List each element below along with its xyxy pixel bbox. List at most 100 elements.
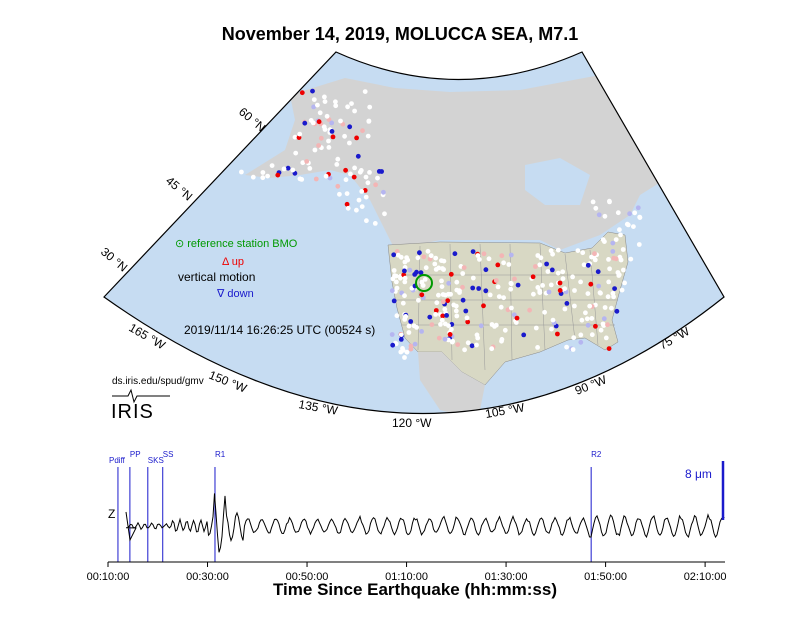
station-dot bbox=[508, 286, 514, 292]
station-dot bbox=[555, 247, 561, 253]
station-dot bbox=[442, 336, 448, 342]
station-dot bbox=[602, 305, 608, 310]
station-dot bbox=[595, 269, 601, 275]
phase-label-pdiff: Pdiff bbox=[109, 456, 126, 465]
station-dot bbox=[593, 323, 598, 329]
station-dot bbox=[598, 290, 603, 296]
station-dot bbox=[560, 276, 566, 282]
station-dot bbox=[308, 118, 314, 123]
station-dot bbox=[462, 347, 467, 353]
station-dot bbox=[390, 276, 396, 282]
station-dot bbox=[592, 251, 597, 257]
station-dot bbox=[421, 254, 427, 260]
station-dot bbox=[587, 303, 593, 309]
station-dot bbox=[603, 335, 609, 341]
station-dot bbox=[499, 338, 504, 344]
station-dot bbox=[389, 332, 395, 337]
station-dot bbox=[606, 257, 611, 262]
station-dot bbox=[605, 322, 610, 328]
station-dot bbox=[509, 305, 514, 311]
station-dot bbox=[433, 308, 439, 313]
lon-label-120: 120 °W bbox=[392, 416, 432, 430]
station-dot bbox=[300, 160, 306, 166]
station-dot bbox=[381, 189, 386, 195]
station-dot bbox=[610, 240, 616, 246]
station-dot bbox=[618, 257, 624, 263]
station-dot bbox=[398, 349, 404, 355]
station-dot bbox=[329, 129, 335, 134]
station-dot bbox=[627, 211, 632, 217]
station-dot bbox=[506, 262, 512, 267]
station-dot bbox=[439, 284, 445, 289]
station-dot bbox=[481, 303, 486, 309]
station-dot bbox=[548, 248, 554, 254]
station-dot bbox=[292, 134, 298, 140]
station-dot bbox=[312, 147, 318, 153]
station-dot bbox=[614, 308, 620, 314]
x-tick-label: 01:30:00 bbox=[485, 571, 528, 583]
station-dot bbox=[477, 257, 482, 262]
station-dot bbox=[544, 261, 549, 267]
station-dot bbox=[570, 274, 575, 280]
iris-logo: IRIS bbox=[111, 388, 170, 423]
station-dot bbox=[470, 275, 476, 281]
station-dot bbox=[469, 343, 475, 349]
station-dot bbox=[366, 118, 372, 124]
station-dot bbox=[589, 332, 595, 338]
station-dot bbox=[465, 319, 471, 325]
land-mexico bbox=[418, 352, 485, 414]
station-dot bbox=[402, 355, 407, 360]
station-dot bbox=[317, 110, 323, 116]
station-dot bbox=[455, 342, 461, 347]
legend-reference: ⊙ reference station BMO bbox=[175, 238, 298, 250]
station-dot bbox=[498, 304, 504, 310]
station-dot bbox=[358, 168, 364, 173]
station-dot bbox=[502, 327, 508, 333]
station-dot bbox=[475, 253, 481, 258]
station-dot bbox=[404, 349, 410, 355]
station-dot bbox=[428, 253, 434, 259]
station-dot bbox=[496, 294, 502, 299]
station-dot bbox=[354, 207, 359, 213]
lat-label-45: 45 °N bbox=[163, 174, 195, 204]
phase-label-r1: R1 bbox=[215, 450, 226, 459]
station-dot bbox=[360, 128, 365, 134]
station-dot bbox=[537, 290, 543, 295]
station-dot bbox=[531, 291, 536, 297]
station-dot bbox=[588, 281, 594, 287]
station-dot bbox=[476, 286, 482, 291]
station-dot bbox=[343, 167, 348, 173]
station-dot bbox=[584, 316, 590, 322]
station-dot bbox=[513, 320, 519, 325]
station-dot bbox=[557, 280, 563, 286]
station-dot bbox=[411, 323, 417, 329]
station-dot bbox=[585, 291, 591, 296]
station-dot bbox=[310, 88, 315, 94]
station-dot bbox=[433, 255, 439, 261]
station-dot bbox=[601, 316, 607, 322]
station-dot bbox=[460, 284, 465, 290]
station-dot bbox=[362, 89, 368, 94]
station-dot bbox=[311, 104, 316, 110]
station-dot bbox=[394, 285, 400, 291]
station-dot bbox=[414, 269, 419, 275]
station-dot bbox=[562, 286, 568, 292]
station-dot bbox=[589, 316, 595, 321]
station-dot bbox=[598, 327, 604, 333]
station-dot bbox=[356, 197, 362, 203]
station-dot bbox=[555, 331, 560, 337]
station-dot bbox=[606, 346, 612, 351]
x-tick-label: 02:10:00 bbox=[684, 571, 727, 583]
station-dot bbox=[550, 317, 556, 323]
station-dot bbox=[549, 267, 555, 273]
station-dot bbox=[354, 135, 359, 141]
station-dot bbox=[427, 314, 433, 320]
station-dot bbox=[501, 295, 506, 301]
station-dot bbox=[408, 319, 414, 324]
station-dot bbox=[548, 282, 554, 288]
station-dot bbox=[326, 138, 331, 144]
station-dot bbox=[367, 170, 372, 175]
station-dot bbox=[408, 346, 414, 352]
phase-label-ss: SS bbox=[163, 450, 174, 459]
station-dot bbox=[394, 313, 400, 319]
